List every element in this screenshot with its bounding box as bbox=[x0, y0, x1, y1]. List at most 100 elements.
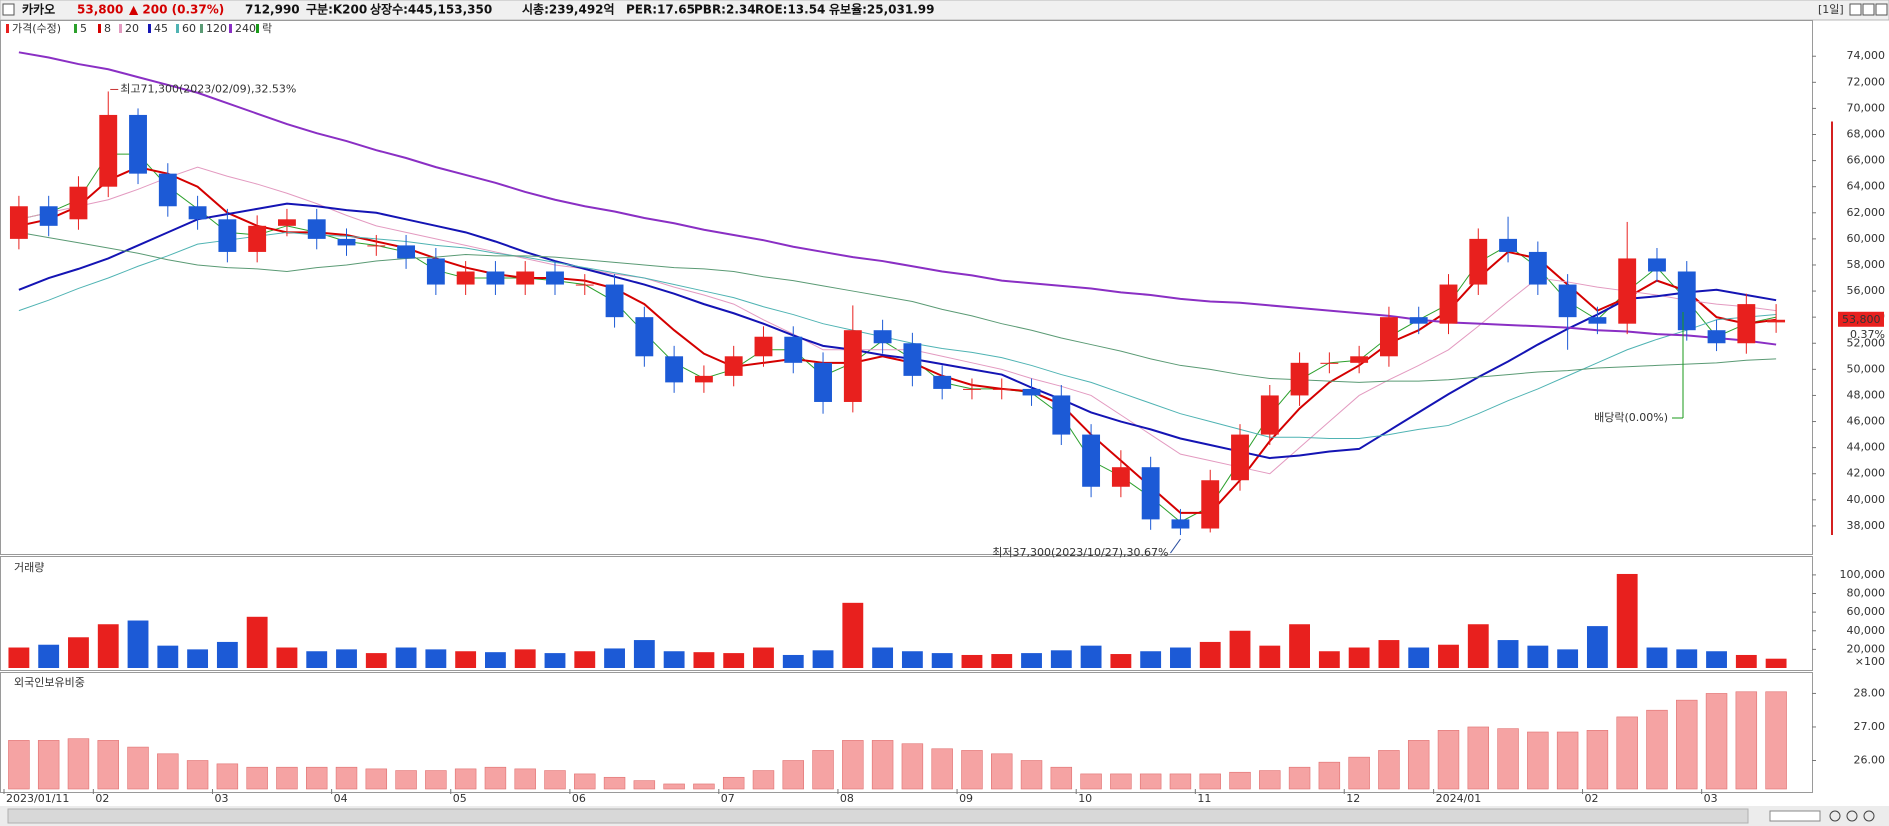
bar bbox=[872, 647, 894, 668]
candle-body bbox=[1469, 238, 1488, 285]
window-button[interactable] bbox=[1849, 3, 1862, 16]
legend-label: 8 bbox=[104, 22, 111, 35]
candle-body bbox=[1409, 317, 1428, 324]
bar bbox=[1139, 773, 1162, 790]
bar bbox=[1348, 756, 1370, 790]
bar bbox=[842, 740, 864, 790]
bar bbox=[157, 645, 179, 668]
bar bbox=[1705, 693, 1728, 790]
bar bbox=[395, 647, 417, 668]
scroll-thumb[interactable] bbox=[7, 808, 1749, 824]
bar bbox=[901, 743, 924, 790]
panel-title: 외국인보유비중 bbox=[14, 676, 85, 689]
bar bbox=[1676, 699, 1698, 790]
candle-body bbox=[992, 388, 1011, 390]
bar bbox=[663, 783, 685, 790]
y-tick-label: 66,000 bbox=[1847, 154, 1886, 167]
bar bbox=[455, 651, 477, 668]
x-tick-label: 2023/01/11 bbox=[6, 792, 69, 805]
bar bbox=[961, 654, 983, 668]
candle-body bbox=[278, 219, 296, 226]
candle-body bbox=[1201, 480, 1220, 529]
bar bbox=[1676, 649, 1698, 668]
candle-body bbox=[903, 343, 922, 376]
bar bbox=[1021, 653, 1042, 668]
candle-body bbox=[665, 356, 684, 383]
candle-body bbox=[754, 336, 773, 357]
zoom-icon[interactable] bbox=[1846, 810, 1858, 822]
candle-body bbox=[39, 206, 58, 226]
period[interactable]: [1일] bbox=[1818, 2, 1844, 16]
bar bbox=[1169, 773, 1192, 790]
candle-body bbox=[1171, 519, 1190, 529]
y-tick-label: 60,000 bbox=[1847, 232, 1886, 245]
bar bbox=[782, 760, 804, 790]
window-icon[interactable] bbox=[2, 3, 15, 16]
window-button[interactable] bbox=[1875, 3, 1888, 16]
zoom-icon[interactable] bbox=[1863, 810, 1875, 822]
bar bbox=[276, 647, 298, 668]
legend-label: 240 bbox=[235, 22, 256, 35]
candle-body bbox=[784, 336, 803, 363]
ma-line bbox=[18, 153, 1777, 523]
bar bbox=[216, 641, 238, 668]
bar bbox=[365, 653, 387, 668]
candle-body bbox=[635, 317, 654, 357]
candle-body bbox=[694, 375, 713, 383]
y-tick-label: 70,000 bbox=[1847, 101, 1886, 114]
info: 유보율:25,031.99 bbox=[829, 3, 934, 17]
y-tick-label: 42,000 bbox=[1847, 467, 1886, 480]
candle-body bbox=[1111, 467, 1130, 487]
candle-body bbox=[337, 238, 356, 246]
bar bbox=[484, 766, 507, 790]
candle-body bbox=[963, 388, 981, 390]
x-tick-label: 12 bbox=[1346, 792, 1360, 805]
bar bbox=[454, 768, 477, 790]
bar bbox=[812, 650, 834, 668]
volume: 712,990 bbox=[245, 3, 300, 17]
y-tick-label: 27.00 bbox=[1854, 720, 1886, 733]
window-button[interactable] bbox=[1862, 3, 1875, 16]
candle-body bbox=[9, 206, 28, 239]
annotation: 최고71,300(2023/02/09),32.53% bbox=[120, 82, 296, 95]
candle-body bbox=[1379, 317, 1398, 357]
panel-border bbox=[0, 20, 1813, 555]
candle-body bbox=[69, 186, 88, 220]
candle-body bbox=[1528, 251, 1547, 285]
bar bbox=[1229, 630, 1251, 668]
bar bbox=[752, 770, 775, 790]
bar bbox=[157, 753, 179, 790]
bar bbox=[127, 620, 149, 668]
info: 시총:239,492억 bbox=[522, 2, 615, 17]
legend-label: 60 bbox=[182, 22, 196, 35]
bar bbox=[782, 654, 804, 668]
bar bbox=[1259, 645, 1281, 668]
x-tick-label: 09 bbox=[959, 792, 973, 805]
bar bbox=[1497, 640, 1519, 668]
x-tick-label: 10 bbox=[1078, 792, 1092, 805]
bar bbox=[1765, 658, 1787, 668]
bar bbox=[425, 770, 447, 790]
x-tick-label: 03 bbox=[1704, 792, 1718, 805]
candle-body bbox=[516, 271, 535, 285]
change: ▲ 200 (0.37%) bbox=[129, 3, 224, 17]
zoom-slider[interactable] bbox=[1769, 810, 1821, 822]
zoom-icon[interactable] bbox=[1829, 810, 1841, 822]
bar bbox=[991, 654, 1013, 668]
bar bbox=[1467, 726, 1489, 790]
bar bbox=[991, 753, 1013, 790]
info: 구분:K200 bbox=[306, 3, 367, 17]
bar bbox=[1437, 730, 1460, 790]
ma-line bbox=[18, 51, 1777, 346]
bar bbox=[1288, 766, 1311, 790]
legend-label: 5 bbox=[80, 22, 87, 35]
bar bbox=[38, 644, 60, 668]
bar bbox=[1586, 730, 1609, 790]
candle-body bbox=[218, 219, 237, 252]
candle-body bbox=[397, 245, 416, 259]
last-price: 53,800 bbox=[1842, 313, 1881, 326]
y-tick-label: 74,000 bbox=[1847, 49, 1886, 62]
bar bbox=[1616, 573, 1638, 668]
